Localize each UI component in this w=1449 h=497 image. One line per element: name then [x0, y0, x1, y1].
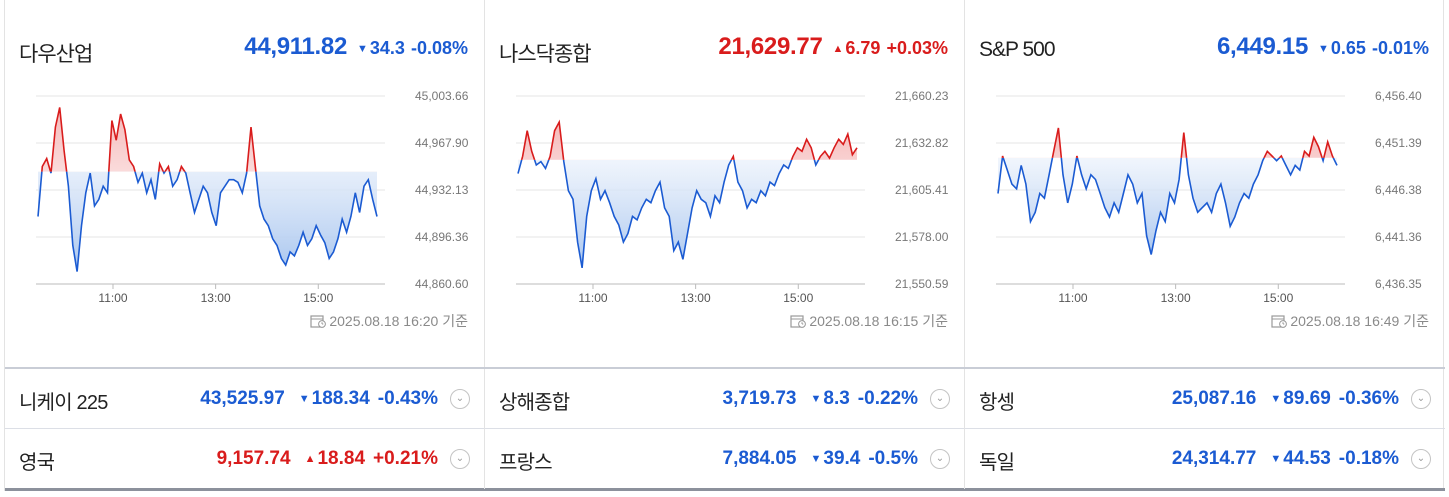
- index-values: 7,884.05 ▼ 39.4 -0.5%: [722, 448, 918, 469]
- index-panel-nasdaq[interactable]: 나스닥종합 21,629.77 ▲ 6.79 +0.03% 21,660.23 21,6…: [484, 0, 964, 367]
- y-tick-label: 21,605.41: [895, 183, 949, 197]
- intraday-chart: 21,660.23 21,632.82 21,605.41 21,578.00 21,5…: [516, 89, 949, 305]
- index-change: ▼ 34.3: [357, 38, 405, 58]
- index-name: 프랑스: [499, 452, 553, 474]
- x-tick-label: 13:00: [1161, 291, 1191, 305]
- y-tick-label: 6,451.39: [1375, 136, 1422, 150]
- x-tick-label: 11:00: [578, 291, 607, 305]
- arrow-down-icon: ▼: [1270, 393, 1282, 405]
- y-tick-label: 6,456.40: [1375, 89, 1422, 103]
- calendar-clock-icon: [310, 315, 327, 328]
- series-line-below: [517, 159, 820, 269]
- index-values: 21,629.77 ▲ 6.79 +0.03%: [718, 33, 948, 61]
- index-cell-germany[interactable]: 독일 24,314.77 ▼ 44.53 -0.18% ⌄: [964, 429, 1445, 489]
- index-name: 상해종합: [499, 392, 570, 414]
- index-name: 독일: [979, 452, 1015, 474]
- index-row: 니케이 225 43,525.97 ▼ 188.34 -0.43% ⌄ 상해종합 3,…: [5, 369, 1445, 429]
- intraday-chart: 6,456.40 6,451.39 6,446.38 6,441.36 6,436.35…: [996, 89, 1422, 305]
- y-tick-label: 45,003.66: [415, 89, 469, 103]
- index-values: 24,314.77 ▼ 44.53 -0.18%: [1171, 448, 1399, 469]
- x-tick-label: 15:00: [783, 291, 813, 305]
- x-tick-label: 13:00: [201, 291, 231, 305]
- index-row: 영국 9,157.74 ▲ 18.84 +0.21% ⌄ 프랑스 7,884.05 ▼ 3…: [5, 429, 1445, 489]
- y-tick-label: 6,436.35: [1375, 277, 1422, 291]
- y-tick-label: 44,967.90: [415, 136, 469, 150]
- area-below-baseline: [518, 159, 857, 268]
- series-line-above: [1001, 127, 1335, 158]
- series-line-above: [520, 119, 858, 160]
- index-price: 6,449.15: [1216, 33, 1309, 60]
- y-tick-label: 6,441.36: [1375, 230, 1422, 244]
- index-name: 영국: [19, 452, 55, 474]
- index-values: 25,087.16 ▼ 89.69 -0.36%: [1171, 388, 1399, 409]
- index-name: 다우산업: [19, 43, 93, 66]
- index-panel-dow[interactable]: 다우산업 44,911.82 ▼ 34.3 -0.08% 45,003.66 44,96…: [5, 0, 484, 367]
- y-tick-label: 21,632.82: [895, 136, 949, 150]
- index-values: 9,157.74 ▲ 18.84 +0.21%: [216, 448, 438, 469]
- index-cell-nikkei[interactable]: 니케이 225 43,525.97 ▼ 188.34 -0.43% ⌄: [5, 369, 484, 429]
- x-tick-label: 13:00: [681, 291, 711, 305]
- index-change-pct: +0.03%: [886, 38, 948, 58]
- calendar-clock-icon: [1271, 315, 1288, 328]
- arrow-up-icon: ▲: [832, 43, 844, 55]
- x-tick-label: 15:00: [303, 291, 333, 305]
- timestamp: 2025.08.18 16:20 기준: [310, 311, 468, 331]
- arrow-up-icon: ▲: [304, 453, 316, 465]
- world-index-widget: 다우산업 44,911.82 ▼ 34.3 -0.08% 45,003.66 44,96…: [4, 0, 1445, 491]
- arrow-down-icon: ▼: [1270, 453, 1282, 465]
- y-tick-label: 44,896.36: [415, 230, 469, 244]
- area-above-baseline: [521, 122, 857, 160]
- arrow-down-icon: ▼: [1318, 43, 1329, 55]
- timestamp: 2025.08.18 16:15 기준: [790, 311, 948, 331]
- y-tick-label: 44,932.13: [415, 183, 469, 197]
- index-cell-shanghai[interactable]: 상해종합 3,719.73 ▼ 8.3 -0.22% ⌄: [484, 369, 964, 429]
- arrow-down-icon: ▼: [357, 43, 368, 55]
- index-price: 44,911.82: [244, 33, 348, 60]
- chevron-down-icon[interactable]: ⌄: [1411, 389, 1431, 409]
- x-tick-label: 15:00: [1263, 291, 1293, 305]
- x-tick-label: 11:00: [98, 291, 127, 305]
- chevron-down-icon[interactable]: ⌄: [1411, 449, 1431, 469]
- arrow-down-icon: ▼: [810, 453, 822, 465]
- index-change: ▼ 0.65: [1318, 38, 1366, 58]
- index-values: 3,719.73 ▼ 8.3 -0.22%: [722, 388, 918, 409]
- series-line-below: [37, 171, 378, 272]
- index-cell-hangseng[interactable]: 항셍 25,087.16 ▼ 89.69 -0.36% ⌄: [964, 369, 1445, 429]
- index-values: 44,911.82 ▼ 34.3 -0.08%: [244, 33, 468, 61]
- index-cell-france[interactable]: 프랑스 7,884.05 ▼ 39.4 -0.5% ⌄: [484, 429, 964, 489]
- chevron-down-icon[interactable]: ⌄: [930, 389, 950, 409]
- other-index-list: 니케이 225 43,525.97 ▼ 188.34 -0.43% ⌄ 상해종합 3,…: [5, 367, 1445, 491]
- intraday-chart: 45,003.66 44,967.90 44,932.13 44,896.36 44,8…: [36, 89, 469, 305]
- x-tick-label: 11:00: [1058, 291, 1087, 305]
- index-change-pct: -0.01%: [1371, 38, 1429, 58]
- timestamp: 2025.08.18 16:49 기준: [1271, 311, 1429, 331]
- chevron-down-icon[interactable]: ⌄: [450, 389, 470, 409]
- arrow-down-icon: ▼: [810, 393, 822, 405]
- major-index-panels: 다우산업 44,911.82 ▼ 34.3 -0.08% 45,003.66 44,96…: [5, 0, 1445, 367]
- y-tick-label: 21,578.00: [895, 230, 949, 244]
- area-below-baseline: [38, 171, 377, 272]
- index-panel-sp500[interactable]: S&P 500 6,449.15 ▼ 0.65 -0.01% 6,456.40 6,45…: [964, 0, 1445, 367]
- index-cell-uk[interactable]: 영국 9,157.74 ▲ 18.84 +0.21% ⌄: [5, 429, 484, 489]
- chevron-down-icon[interactable]: ⌄: [930, 449, 950, 469]
- index-price: 21,629.77: [718, 33, 823, 60]
- y-tick-label: 21,550.59: [895, 277, 949, 291]
- index-change: ▲ 6.79: [832, 38, 881, 58]
- index-change-pct: -0.08%: [410, 38, 468, 58]
- index-values: 6,449.15 ▼ 0.65 -0.01%: [1217, 33, 1429, 61]
- y-tick-label: 6,446.38: [1375, 183, 1422, 197]
- series-line-below: [997, 157, 1338, 255]
- index-name: 니케이 225: [19, 392, 108, 414]
- arrow-down-icon: ▼: [298, 393, 310, 405]
- y-tick-label: 44,860.60: [415, 277, 469, 291]
- index-values: 43,525.97 ▼ 188.34 -0.43%: [200, 388, 438, 409]
- index-name: 항셍: [979, 392, 1015, 414]
- chevron-down-icon[interactable]: ⌄: [450, 449, 470, 469]
- y-tick-label: 21,660.23: [895, 89, 949, 103]
- index-name: 나스닥종합: [499, 43, 592, 66]
- calendar-clock-icon: [790, 315, 807, 328]
- area-below-baseline: [998, 157, 1337, 255]
- index-name: S&P 500: [979, 38, 1056, 61]
